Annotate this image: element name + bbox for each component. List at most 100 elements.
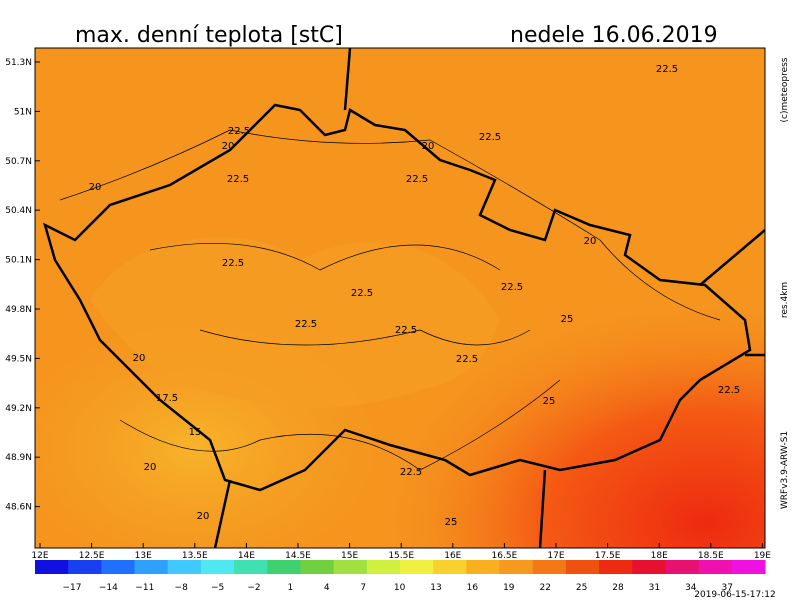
contour-label: 22.5 (227, 174, 249, 185)
colorbar-label: 16 (467, 583, 479, 593)
colorbar-label: −17 (63, 583, 82, 593)
lat-label: 49.5N (5, 354, 32, 364)
lon-label: 17.5E (595, 551, 621, 561)
contour-label: 22.5 (406, 174, 428, 185)
colorbar-label: −11 (135, 583, 154, 593)
lon-label: 16.5E (492, 551, 518, 561)
terrain-tint (90, 237, 500, 408)
colorbar-label: 19 (503, 583, 515, 593)
contour-lines (59, 129, 721, 471)
contour-label: 20 (222, 141, 235, 152)
colorbar-cell (632, 560, 666, 574)
colorbar-cell (167, 560, 202, 574)
colorbar-label: 25 (576, 583, 587, 593)
colorbar-cell (267, 560, 301, 574)
contour-label: 25 (445, 517, 458, 528)
country-border (43, 103, 752, 492)
colorbar-cell (731, 560, 766, 574)
colorbar-label: −8 (175, 583, 189, 593)
lon-label: 18E (651, 551, 668, 561)
contour-label: 20 (422, 141, 435, 152)
model: WRFv3.9-ARW-S1 (780, 431, 790, 509)
colorbar-label: 4 (324, 583, 330, 593)
lon-label: 12.5E (79, 551, 105, 561)
contour-label: 22.5 (400, 467, 422, 478)
colorbar-cell (200, 560, 235, 574)
contour-label: 22.5 (456, 354, 478, 365)
contour-label: 22.5 (479, 132, 501, 143)
date: nedele 16.06.2019 (510, 23, 718, 48)
colorbar-label: 28 (612, 583, 624, 593)
contour-label: 22.5 (295, 319, 317, 330)
lon-label: 14E (238, 551, 255, 561)
lat-label: 51N (14, 107, 32, 117)
lon-label: 15.5E (388, 551, 414, 561)
colorbar-cell (466, 560, 501, 574)
contour-label: 15 (189, 427, 202, 438)
colorbar-cell (565, 560, 600, 574)
lon-label: 14.5E (285, 551, 311, 561)
resolution: res.4km (780, 282, 790, 318)
lon-label: 17E (547, 551, 564, 561)
timestamp: 2019-06-15-17:12 (694, 590, 776, 600)
lat-label: 48.6N (5, 503, 32, 513)
colorbar-cell (400, 560, 434, 574)
colorbar-label: 7 (360, 583, 366, 593)
contour-label: 22.5 (222, 258, 244, 269)
lon-label: 13E (135, 551, 152, 561)
contour-label: 20 (133, 353, 146, 364)
lon-label: 13.5E (182, 551, 208, 561)
colorbar-cell (134, 560, 169, 574)
lat-label: 50.4N (5, 206, 32, 216)
contour-label: 20 (144, 462, 157, 473)
colorbar-cell (599, 560, 633, 574)
lon-label: 16E (444, 551, 461, 561)
lon-label: 18.5E (698, 551, 724, 561)
contour-label: 25 (561, 314, 574, 325)
colorbar-cell (101, 560, 136, 574)
contour-label: 22.5 (501, 282, 523, 293)
colorbar-cell (68, 560, 102, 574)
colorbar-cell (333, 560, 368, 574)
colorbar (35, 560, 766, 574)
contour-label: 22.5 (718, 385, 740, 396)
colorbar-label: −5 (211, 583, 224, 593)
colorbar-cell (433, 560, 467, 574)
colorbar-label: 31 (649, 583, 660, 593)
colorbar-cell (234, 560, 268, 574)
colorbar-label: 34 (685, 583, 697, 593)
copyright: (c)meteopress (780, 57, 790, 122)
colorbar-cell (665, 560, 700, 574)
lat-label: 48.9N (5, 453, 32, 463)
colorbar-label: 1 (288, 583, 294, 593)
contour-label: 17.5 (156, 393, 178, 404)
colorbar-label: 22 (539, 583, 550, 593)
colorbar-label: 37 (721, 583, 732, 593)
lon-label: 15E (341, 551, 358, 561)
contour-label: 20 (197, 511, 210, 522)
colorbar-label: 13 (430, 583, 441, 593)
colorbar-cell (35, 560, 69, 574)
lat-label: 49.2N (5, 404, 32, 414)
colorbar-cell (300, 560, 335, 574)
title: max. denní teplota [stC] (75, 23, 343, 48)
colorbar-label: 10 (394, 583, 406, 593)
contour-label: 22.5 (228, 126, 250, 137)
colorbar-cell (698, 560, 733, 574)
colorbar-label: −2 (247, 583, 260, 593)
map-frame (34, 47, 766, 549)
contour-label: 20 (584, 236, 597, 247)
lat-label: 50.7N (5, 157, 32, 167)
colorbar-cell (366, 560, 401, 574)
colorbar-cell (532, 560, 567, 574)
lat-label: 49.8N (5, 305, 32, 315)
lat-label: 51.3N (5, 58, 32, 68)
contour-label: 25 (543, 396, 556, 407)
neighbor-border (213, 47, 766, 549)
contour-label: 22.5 (395, 325, 417, 336)
colorbar-cell (499, 560, 534, 574)
contour-label: 20 (89, 182, 102, 193)
contour-label: 22.5 (351, 288, 373, 299)
lat-label: 50.1N (5, 256, 32, 266)
contour-label: 22.5 (656, 64, 678, 75)
